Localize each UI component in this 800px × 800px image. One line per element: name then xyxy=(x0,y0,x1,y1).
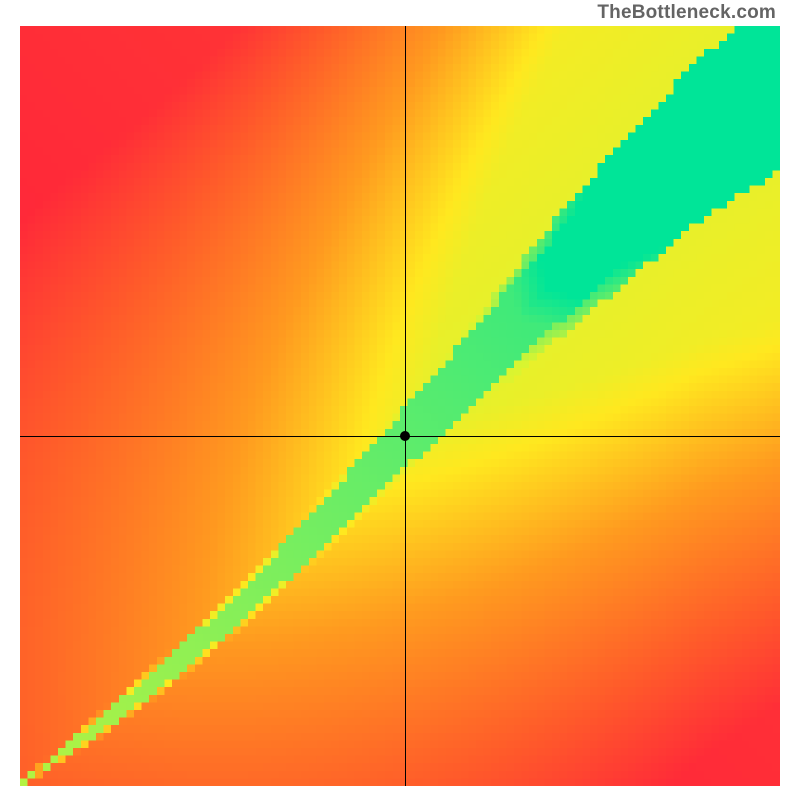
figure-container: TheBottleneck.com xyxy=(0,0,800,800)
bottleneck-heatmap xyxy=(20,26,780,786)
watermark-text: TheBottleneck.com xyxy=(597,2,776,24)
